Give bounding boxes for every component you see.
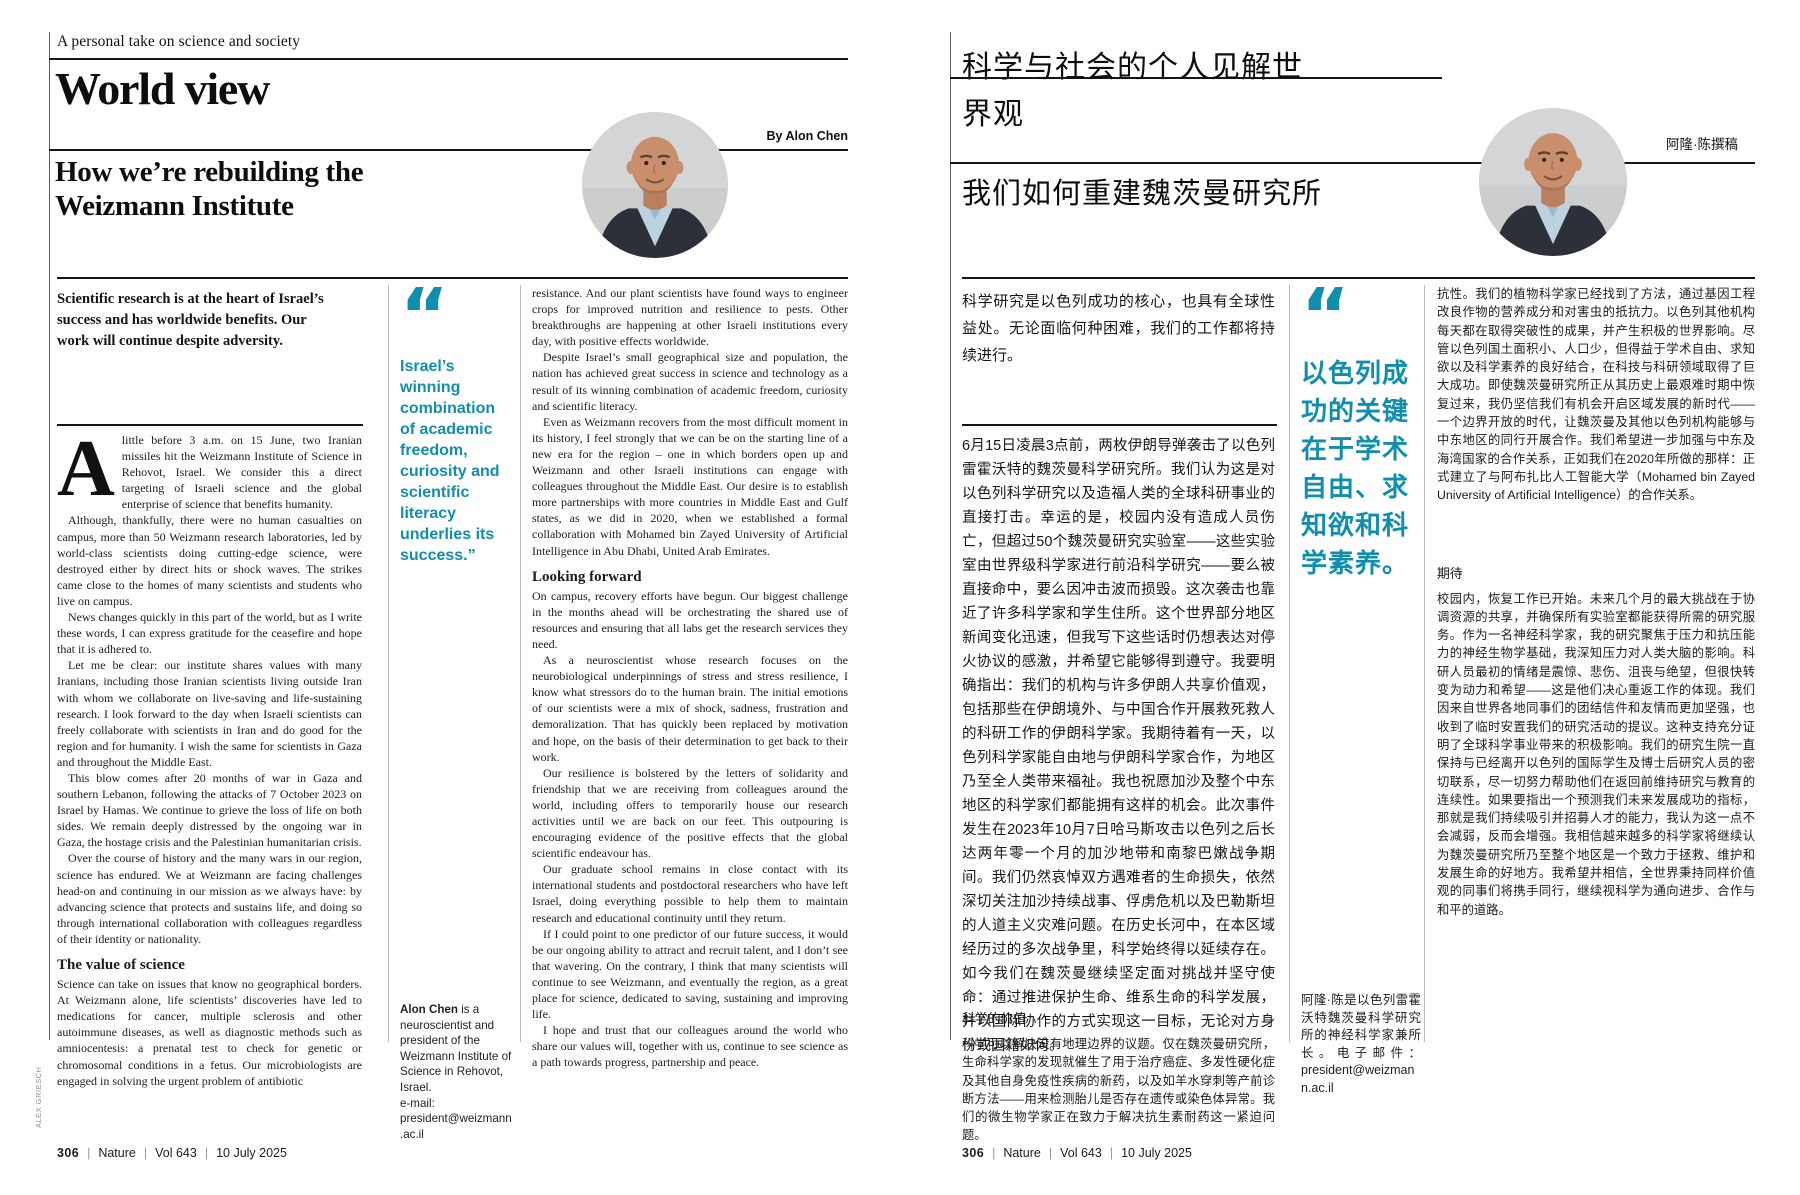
photo-credit: ALEX GRIESCH	[34, 1066, 43, 1128]
paragraph: Our resilience is bolstered by the lette…	[532, 765, 848, 861]
author-photo	[1479, 108, 1627, 256]
paragraph: Over the course of history and the many …	[57, 851, 362, 946]
standfirst: Scientific research is at the heart of I…	[57, 291, 324, 349]
author-name: Alon Chen	[400, 1003, 458, 1016]
author-email: e-mail: president@weizmann.ac.il	[400, 1096, 512, 1141]
column-divider	[1289, 285, 1290, 1042]
footer-separator: |	[143, 1146, 148, 1160]
journal-name: Nature	[1003, 1146, 1041, 1160]
paragraph: Our graduate school remains in close con…	[532, 862, 848, 925]
issue-date: 10 July 2025	[216, 1146, 287, 1160]
paragraph: Science can take on issues that know no …	[57, 977, 362, 1088]
paragraph: 科学可以解决没有地理边界的议题。仅在魏茨曼研究所，生命科学家的发现就催生了用于治…	[962, 1037, 1275, 1143]
page-footer: 306 | Nature | Vol 643 | 10 July 2025	[57, 1146, 287, 1160]
paragraph: News changes quickly in this part of the…	[57, 610, 362, 657]
pull-quote-text: 以色列成功的关键在于学术自由、求知欲和科学素养。	[1301, 358, 1410, 578]
pull-quote: “ Israel’s winning combination of academ…	[400, 273, 508, 566]
headline-rule	[950, 162, 1755, 164]
paragraph: 校园内，恢复工作已开始。未来几个月的最大挑战在于协调资源的共享，并确保所有实验室…	[1437, 591, 1755, 917]
paragraph: This blow comes after 20 months of war i…	[57, 770, 362, 850]
byline: 阿隆·陈撰稿	[1666, 137, 1738, 152]
paragraph: On campus, recovery efforts have begun. …	[532, 588, 848, 651]
paragraph: Although, thankfully, there were no huma…	[57, 513, 362, 608]
paragraph: Despite Israel’s small geographical size…	[532, 350, 848, 413]
byline: By Alon Chen	[766, 129, 848, 143]
author-bio: Alon Chen is a neuroscientist and presid…	[400, 1003, 512, 1141]
portrait-illustration	[582, 112, 728, 258]
paragraph: 抗性。我们的植物科学家已经找到了方法，通过基因工程改良作物的营养成分和对害虫的抵…	[1437, 287, 1755, 503]
section-header: 科学的价值	[962, 1011, 1026, 1026]
footer-separator: |	[204, 1146, 209, 1160]
kicker: A personal take on science and society	[57, 33, 301, 50]
footer-separator: |	[1109, 1146, 1114, 1160]
volume: Vol 643	[1060, 1146, 1102, 1160]
volume: Vol 643	[155, 1146, 197, 1160]
author-bio: 阿隆·陈是以色列雷霍沃特魏茨曼科学研究所的神经科学家兼所长。电子邮件：presi…	[1301, 993, 1421, 1095]
headline-rule	[49, 149, 848, 151]
body-top-rule	[962, 277, 1755, 279]
kicker-rule	[49, 58, 848, 60]
column-3: 抗性。我们的植物科学家已经找到了方法，通过基因工程改良作物的营养成分和对害虫的抵…	[1437, 285, 1755, 919]
footer-separator: |	[992, 1146, 996, 1160]
column-divider	[1424, 285, 1425, 1042]
paragraph: I hope and trust that our colleagues aro…	[532, 1023, 848, 1070]
column1-rule	[57, 424, 363, 426]
left-margin-rule	[950, 32, 951, 1040]
column-1-section: 科学的价值 科学可以解决没有地理边界的议题。仅在魏茨曼研究所，生命科学家的发现就…	[962, 1008, 1275, 1145]
headline: How we’re rebuilding the Weizmann Instit…	[55, 156, 364, 222]
body-top-rule	[57, 277, 848, 279]
standfirst: 科学研究是以色列成功的核心，也具有全球性益处。无论面临何种困难，我们的工作都将持…	[962, 293, 1275, 364]
paragraph: resistance. And our plant scientists hav…	[532, 286, 848, 349]
section-header: The value of science	[57, 957, 185, 973]
pull-quote: “ 以色列成功的关键在于学术自由、求知欲和科学素养。	[1301, 273, 1421, 582]
pull-quote-text: Israel’s winning combination of academic…	[400, 358, 500, 564]
footer-separator: |	[87, 1146, 91, 1160]
paragraph: As a neuroscientist whose research focus…	[532, 653, 848, 764]
column-3: resistance. And our plant scientists hav…	[532, 285, 848, 1071]
section-header: 期待	[1437, 565, 1463, 581]
quote-mark-icon: “	[400, 273, 449, 359]
column-title: World view	[55, 63, 270, 114]
paragraph: Let me be clear: our institute shares va…	[57, 658, 362, 769]
portrait-illustration	[1479, 108, 1627, 256]
page-footer: 306 | Nature | Vol 643 | 10 July 2025	[962, 1146, 1192, 1160]
left-margin-rule	[49, 32, 50, 1040]
journal-name: Nature	[98, 1146, 136, 1160]
column-1: 6月15日凌晨3点前，两枚伊朗导弹袭击了以色列雷霍沃特的魏茨曼科学研究所。我们认…	[962, 438, 1275, 1054]
page-number: 306	[57, 1146, 80, 1160]
kicker-title: 科学与社会的个人见解世界观	[962, 51, 1303, 131]
page-number: 306	[962, 1146, 985, 1160]
headline: 我们如何重建魏茨曼研究所	[962, 178, 1323, 210]
column-divider	[388, 285, 389, 1042]
paragraph: If I could point to one predictor of our…	[532, 926, 848, 1022]
issue-date: 10 July 2025	[1121, 1146, 1192, 1160]
author-photo	[582, 112, 728, 258]
quote-mark-icon: “	[1301, 273, 1350, 359]
column-divider	[520, 285, 521, 1042]
section-header: Looking forward	[532, 568, 642, 585]
column1-rule	[962, 424, 1277, 426]
footer-separator: |	[1048, 1146, 1053, 1160]
drop-cap: A	[57, 425, 115, 513]
paragraph: Even as Weizmann recovers from the most …	[532, 414, 848, 558]
kicker-rule	[950, 77, 1442, 79]
